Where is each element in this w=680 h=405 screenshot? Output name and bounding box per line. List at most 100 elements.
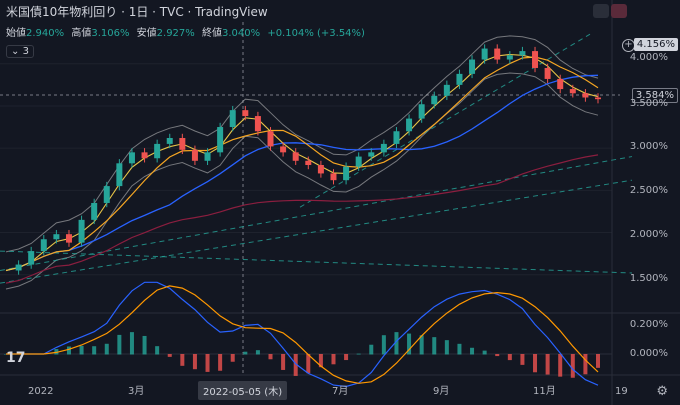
candle-body [204,152,211,161]
candle-body [557,78,564,90]
trend-line [0,156,633,271]
macd-signal-line [6,285,599,384]
candle-body [154,143,161,159]
candle-body [15,264,22,271]
macd-histogram-bar [331,354,336,365]
macd-histogram-bar [79,345,84,355]
macd-histogram-bar [142,335,147,355]
candle-body [229,110,236,128]
candle-body [292,152,299,161]
support-line [0,250,633,274]
macd-histogram-bar [318,354,323,368]
x-tick-label: 19 [615,386,628,397]
candle-body [141,152,148,159]
candle-body [65,234,72,243]
candle-body [569,89,576,94]
candle-body [317,165,324,174]
change-value: +0.104% (+3.54%) [267,28,365,39]
candle-body [443,84,450,96]
open-label: 始値 [6,28,26,39]
crosshair-date-label: 2022-05-05 (木) [198,381,288,400]
close-label: 終値 [201,28,222,39]
macd-histogram-bar [570,354,575,378]
indicator-count: 3 [22,46,29,57]
macd-histogram-bar [495,354,500,357]
ma-5-line [5,53,599,272]
x-tick-label: 2022 [28,386,54,397]
candle-body [544,67,551,79]
last-price-tag: 3.584% [631,88,678,103]
minimize-icon[interactable] [593,4,609,18]
macd-histogram-bar [545,354,550,375]
candle-body [355,156,362,167]
ohlc-legend: 始値2.940% 高値3.106% 安値2.927% 終値3.040% +0.1… [6,24,369,39]
macd-histogram-bar [482,350,487,355]
y-tick-label: 2.000% [629,229,668,240]
macd-histogram-bar [583,354,588,375]
high-label: 高値 [71,28,92,39]
candle-body [343,166,350,181]
high-value: 3.106% [91,28,130,39]
candle-body [305,160,312,165]
macd-histogram-bar [167,354,172,357]
macd-histogram-bar [218,354,223,371]
macd-histogram-bar [470,347,475,355]
candle-body [128,152,135,164]
settings-gear-icon[interactable]: ⚙ [656,384,668,399]
macd-histogram-bar [507,354,512,361]
candle-body [40,239,47,252]
macd-histogram-bar [407,333,412,355]
high-price-tag: 4.156% [633,38,678,51]
candle-body [78,219,85,243]
y-tick-label: 4.000% [629,52,668,63]
macd-histogram-bar [117,334,122,355]
macd-histogram-bar [281,354,286,370]
candle-body [254,116,261,132]
candle-body [53,234,60,240]
x-tick-label: 9月 [433,386,450,397]
macd-tick-label: 0.200% [629,319,668,330]
macd-histogram-bar [192,354,197,370]
candle-body [217,127,224,153]
ma-200-line [5,154,599,284]
candle-body [595,97,601,100]
x-tick-label: 11月 [533,386,556,397]
indicator-count-toggle[interactable]: ⌄ 3 [6,45,34,58]
chart-header: 米国債10年物利回り · 1日 · TVC · TradingView [6,3,268,20]
close-value: 3.040% [221,28,261,39]
candle-body [456,73,463,85]
macd-histogram-bar [596,354,600,368]
macd-histogram-bar [419,335,424,355]
candle-body [519,51,526,56]
low-value: 2.927% [156,28,195,39]
macd-histogram-bar [369,344,374,355]
candle-body [91,202,98,220]
candle-body [393,131,400,144]
candle-body [582,93,589,98]
candle-body [481,48,488,60]
candle-body [267,131,274,147]
macd-histogram-bar [457,343,462,355]
candle-body [28,251,35,265]
candle-body [242,110,249,117]
open-value: 2.940% [26,28,65,39]
macd-histogram-bar [356,353,361,355]
candle-body [469,59,476,74]
candle-body [191,149,198,161]
candle-body [406,118,413,132]
macd-histogram-bar [155,346,160,355]
candle-body [330,173,337,181]
macd-histogram-bar [243,351,248,355]
macd-histogram-bar [129,332,134,355]
tradingview-logo: 17 [6,350,26,366]
chart-title: 米国債10年物利回り · 1日 · TVC · TradingView [6,5,268,19]
candle-body [532,51,539,68]
candle-body [418,104,425,119]
ma-75-line [5,74,599,272]
lower-band-line [5,72,599,290]
indicator-toggle-icon[interactable] [611,4,627,18]
macd-histogram-bar [255,350,260,355]
y-tick-label: 3.000% [629,141,668,152]
macd-histogram-bar [230,354,235,362]
